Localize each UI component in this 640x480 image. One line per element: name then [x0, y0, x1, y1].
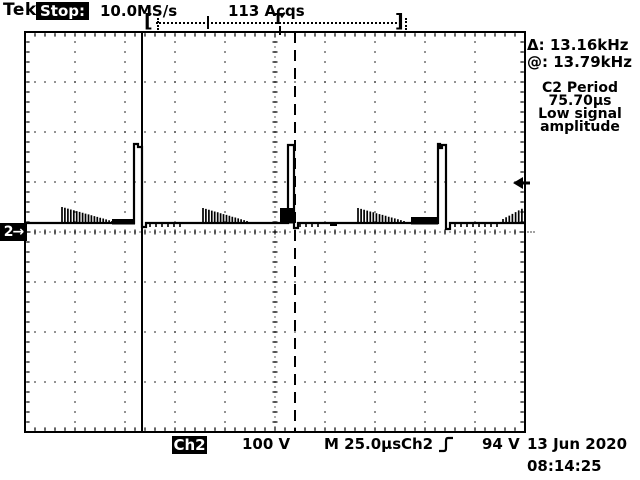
- measurement-message: C2 Period 75.70µs Low signal amplitude: [524, 80, 636, 135]
- record-window-tick-left: [157, 18, 159, 30]
- acquisition-count: 113 Acqs: [228, 2, 305, 20]
- timebase-readout: M 25.0µs: [324, 435, 402, 453]
- graticule-grid: [15, 31, 535, 433]
- channel2-ground-marker: 2→: [0, 223, 27, 241]
- acquisition-status-badge: Stop:: [36, 2, 90, 20]
- trigger-level-arrow: [513, 177, 523, 189]
- date-label: 13 Jun 2020: [527, 435, 628, 453]
- channel2-scale-readout: 100 V: [242, 435, 291, 453]
- waveform-thick-bar: [411, 217, 438, 225]
- delta-frequency-readout: Δ: 13.16kHz: [527, 36, 629, 54]
- measurement-message-line4: amplitude: [540, 119, 620, 135]
- record-right-bracket: ]: [395, 10, 404, 32]
- rising-edge-slope-icon: [439, 436, 453, 453]
- time-label: 08:14:25: [527, 457, 602, 475]
- trigger-marker-tick: [279, 26, 281, 35]
- record-window-tick-right: [405, 18, 407, 30]
- tek-logo: Tek: [3, 0, 37, 20]
- record-cursor-tick: [207, 16, 209, 29]
- waveform-thick-bar: [112, 219, 135, 225]
- measurement-message-line1: C2 Period: [542, 80, 618, 96]
- measurement-message-line3: Low signal: [538, 106, 622, 122]
- trigger-position-marker: T: [273, 10, 284, 28]
- trigger-source-readout: Ch2: [401, 435, 434, 453]
- sample-rate-readout: 10.0MS/s: [100, 2, 178, 20]
- trigger-level-readout: 94 V: [482, 435, 520, 453]
- measurement-message-line2: 75.70µs: [548, 93, 612, 109]
- waveform-baseline-ticks: [149, 224, 498, 227]
- record-dotted-line: [156, 22, 397, 24]
- waveform-trace: [25, 142, 525, 231]
- absolute-frequency-readout: @: 13.79kHz: [527, 53, 632, 71]
- channel2-badge: Ch2: [172, 436, 207, 454]
- record-left-bracket: [: [144, 10, 153, 32]
